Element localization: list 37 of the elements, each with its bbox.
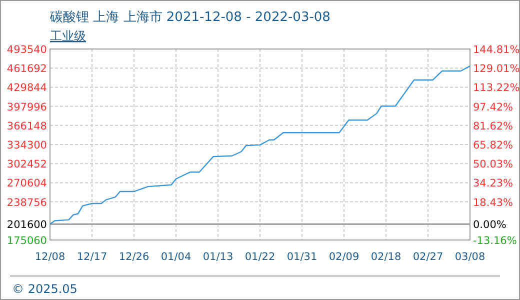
- x-tick-label: 01/22: [244, 251, 276, 263]
- y2-tick-label: 0.00%: [473, 219, 506, 232]
- y2-tick-label: 65.82%: [473, 140, 514, 152]
- x-tick-label: 03/08: [454, 251, 486, 263]
- x-tick-label: 01/04: [160, 251, 192, 263]
- x-tick-label: 01/13: [202, 251, 234, 263]
- y-tick-label: 302452: [6, 158, 47, 171]
- y2-tick-label: 129.01%: [473, 63, 520, 76]
- chart-title: 碳酸锂 上海 上海市 2021-12-08 - 2022-03-08: [49, 10, 330, 25]
- y-tick-label: 397996: [6, 101, 48, 114]
- y2-tick-label: -13.16%: [473, 235, 517, 247]
- y2-tick-label: 144.81%: [473, 44, 520, 56]
- y-tick-label: 461692: [6, 63, 47, 76]
- y-tick-label: 334300: [6, 140, 47, 152]
- y-tick-label: 238756: [6, 196, 48, 209]
- chart-subtitle: 工业级: [50, 29, 86, 43]
- y-tick-label: 270604: [6, 178, 48, 190]
- x-tick-label: 12/17: [76, 251, 108, 263]
- y-tick-label: 175060: [6, 235, 47, 247]
- x-tick-label: 02/27: [412, 251, 444, 263]
- y-tick-label: 366148: [6, 120, 47, 132]
- y-tick-label: 429844: [6, 82, 48, 94]
- x-tick-label: 02/09: [328, 251, 360, 263]
- y-tick-label: 201600: [6, 219, 47, 232]
- x-tick-label: 02/18: [370, 251, 402, 263]
- text: © 2025.05: [12, 282, 78, 296]
- y-tick-label: 493540: [6, 44, 47, 56]
- line-series: [49, 65, 471, 225]
- y2-tick-label: 113.22%: [473, 82, 520, 94]
- y2-tick-label: 50.03%: [473, 158, 514, 171]
- y2-tick-label: 34.23%: [473, 178, 514, 190]
- x-tick-label: 01/31: [286, 251, 318, 263]
- x-tick-label: 12/08: [34, 251, 66, 263]
- y2-tick-label: 97.42%: [473, 101, 514, 114]
- y2-tick-label: 18.43%: [473, 196, 514, 209]
- y2-tick-label: 81.62%: [473, 120, 514, 132]
- x-tick-label: 12/26: [118, 251, 150, 263]
